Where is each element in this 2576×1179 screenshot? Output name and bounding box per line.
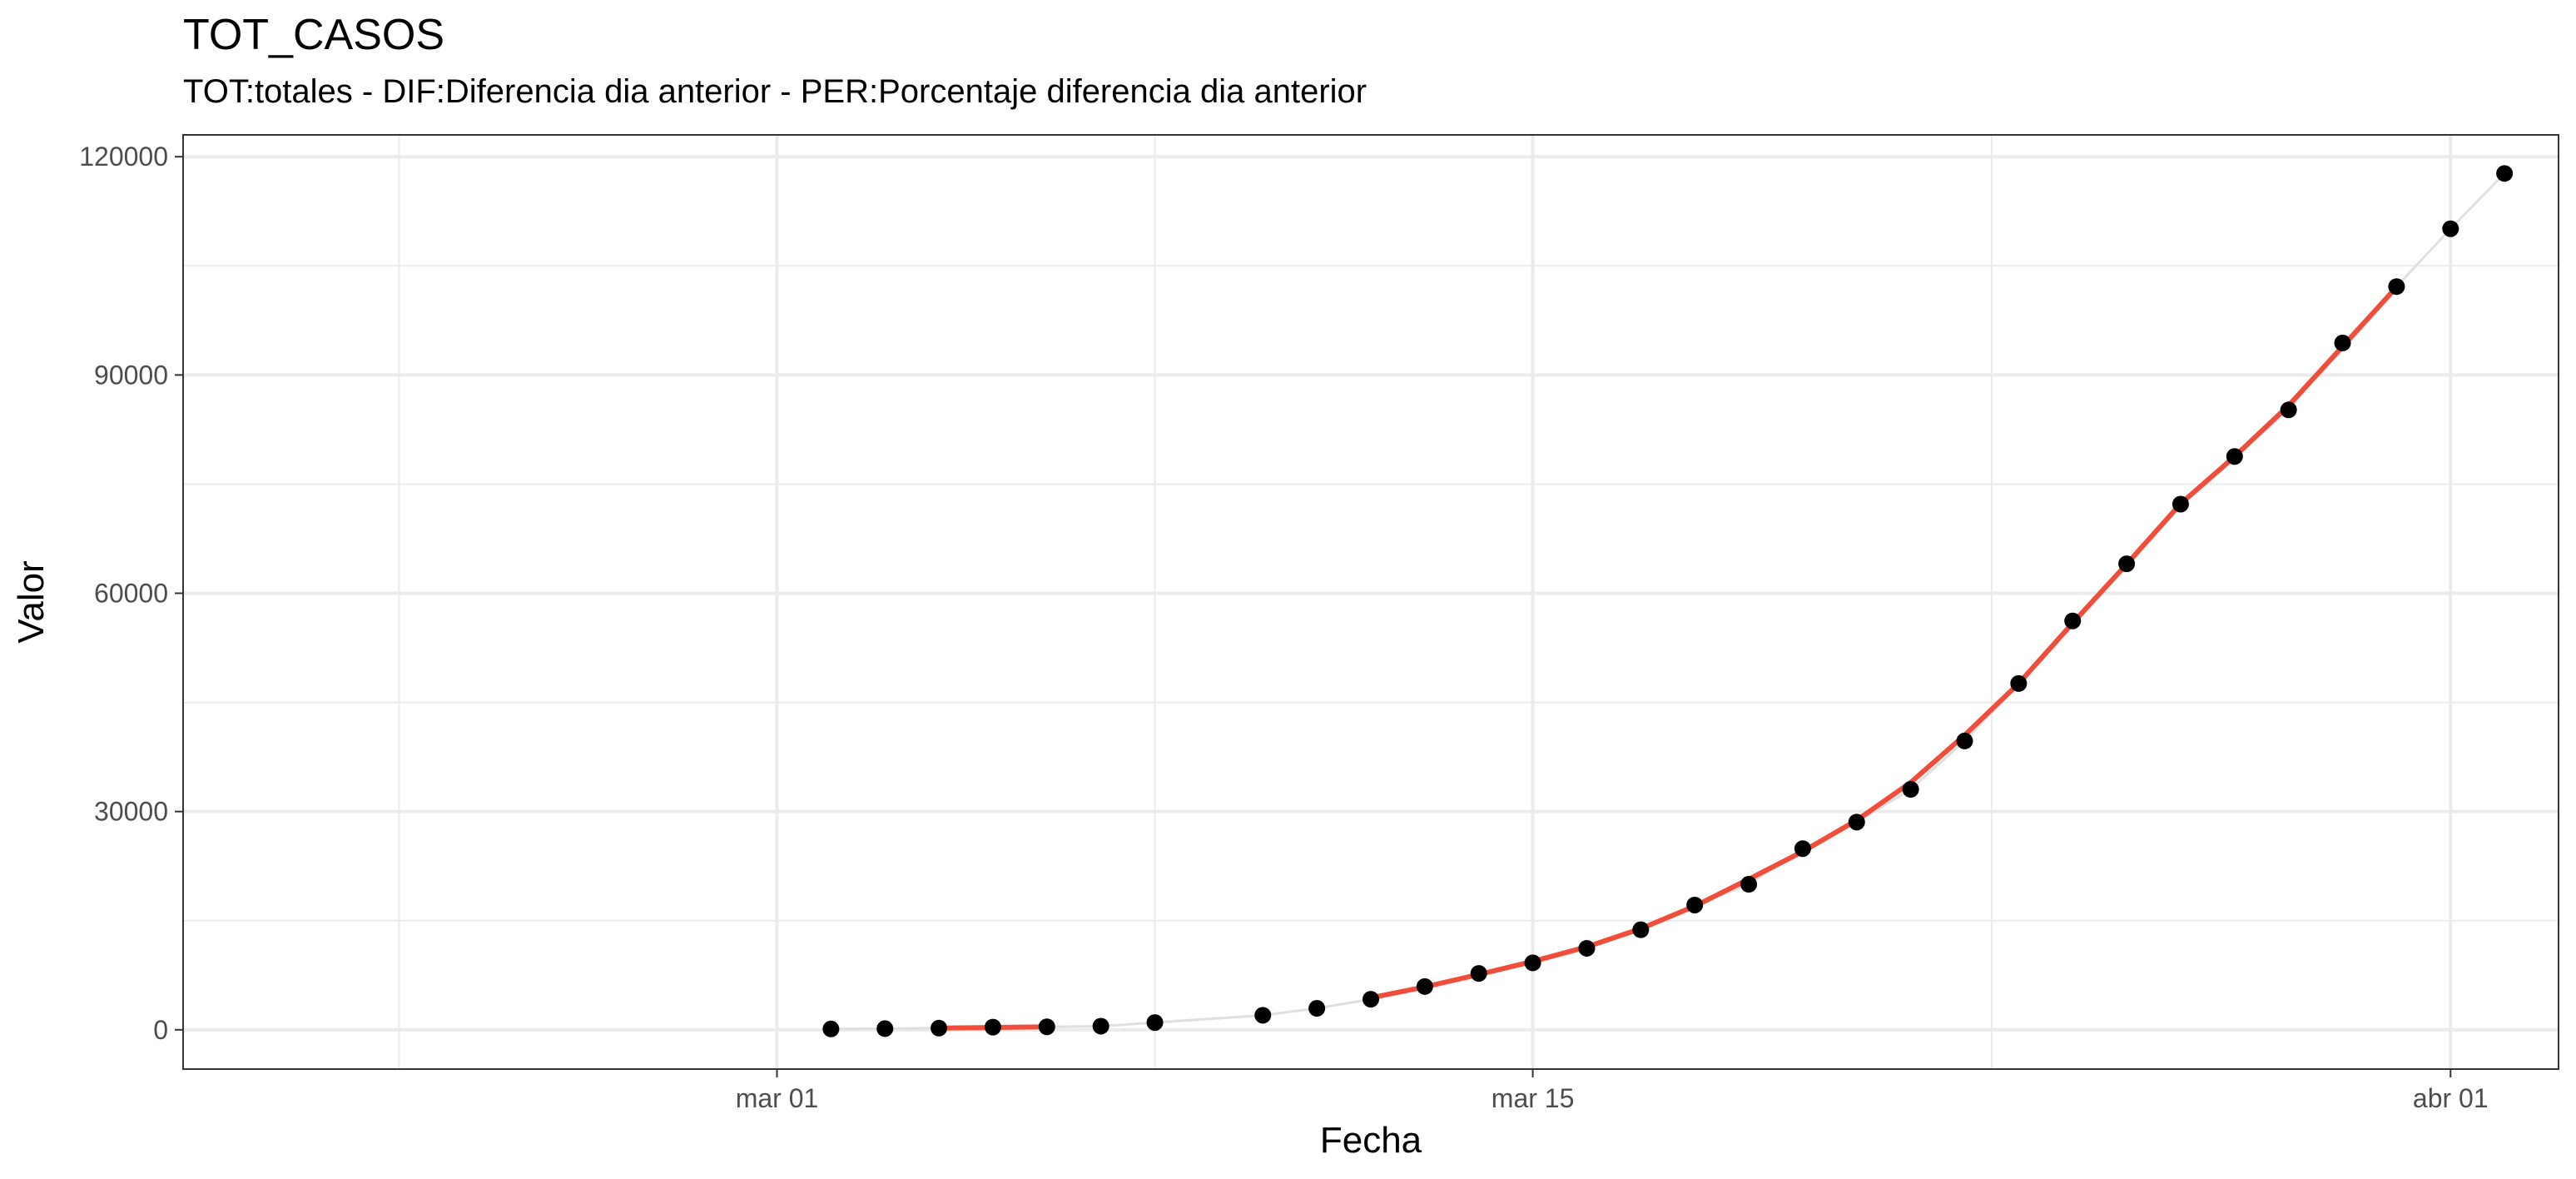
data-point <box>1686 896 1704 913</box>
data-point <box>1632 921 1650 938</box>
data-point <box>1794 840 1811 858</box>
x-axis: mar 01 mar 15 abr 01 <box>736 1069 2489 1113</box>
data-point <box>2334 334 2351 351</box>
data-point <box>822 1020 840 1037</box>
data-point <box>2064 612 2082 629</box>
data-point <box>1848 813 1865 831</box>
y-axis: 0 30000 60000 90000 120000 <box>79 142 183 1045</box>
x-tick-label: mar 01 <box>736 1083 819 1113</box>
panel-background <box>183 135 2559 1069</box>
x-tick-label: abr 01 <box>2413 1083 2489 1113</box>
fit-line <box>1368 284 2400 1001</box>
y-tick-label: 30000 <box>94 797 168 827</box>
data-point <box>2442 220 2459 237</box>
data-point <box>2171 495 2189 513</box>
grid-lines <box>183 135 2559 1069</box>
data-point <box>1362 991 1379 1008</box>
panel-border <box>182 134 2559 1070</box>
data-point <box>1038 1018 1055 1036</box>
data-point <box>1470 965 1487 982</box>
data-point <box>2496 165 2514 182</box>
data-point <box>876 1020 894 1037</box>
y-axis-title: Valor <box>11 560 52 643</box>
chart-subtitle: TOT:totales - DIF:Diferencia dia anterio… <box>183 73 1367 110</box>
y-tick-label: 0 <box>153 1015 168 1045</box>
y-tick-label: 90000 <box>94 360 168 390</box>
data-point <box>984 1018 1001 1036</box>
data-point <box>2388 278 2405 296</box>
data-point <box>1956 732 1973 749</box>
data-point <box>2280 401 2297 419</box>
data-point <box>2226 448 2243 465</box>
data-point <box>1416 978 1433 995</box>
data-point <box>2010 674 2028 692</box>
data-point <box>1524 954 1541 972</box>
data-point <box>2118 555 2136 573</box>
x-tick-label: mar 15 <box>1491 1083 1575 1113</box>
data-point <box>1578 939 1596 957</box>
y-tick-label: 120000 <box>79 142 168 172</box>
data-point <box>931 1019 948 1037</box>
data-point <box>1092 1017 1109 1035</box>
y-tick-label: 60000 <box>94 579 168 609</box>
chart-title: TOT_CASOS <box>183 11 445 59</box>
data-point <box>1740 876 1758 893</box>
data-point <box>1146 1014 1164 1032</box>
data-point <box>1308 1000 1326 1017</box>
x-axis-title: Fecha <box>1320 1120 1422 1161</box>
data-point <box>1254 1007 1272 1024</box>
data-point <box>1902 781 1919 798</box>
data-points <box>822 165 2514 1037</box>
